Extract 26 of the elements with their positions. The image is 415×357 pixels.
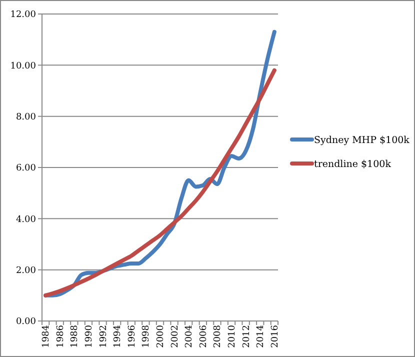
y-tick-label: 10.00 xyxy=(10,61,36,72)
x-tick-label: 2010 xyxy=(228,324,238,348)
x-tick-label: 2016 xyxy=(270,324,280,348)
x-tick-label: 2012 xyxy=(242,325,252,348)
y-tick-label: 6.00 xyxy=(16,164,36,174)
y-tick-label: 2.00 xyxy=(16,266,36,276)
y-tick-label: 12.00 xyxy=(10,10,36,20)
x-tick-label: 2002 xyxy=(170,325,180,348)
x-tick-label: 2014 xyxy=(256,324,266,348)
x-tick-label: 1994 xyxy=(113,324,124,348)
x-tick-label: 1992 xyxy=(98,325,109,348)
x-tick-label: 2006 xyxy=(198,324,209,348)
legend-label: trendline $100k xyxy=(314,158,392,170)
x-tick-label: 1986 xyxy=(56,324,66,348)
x-tick-label: 1998 xyxy=(142,324,152,348)
x-tick-label: 1988 xyxy=(70,324,80,348)
x-tick-label: 1984 xyxy=(42,324,52,348)
x-tick-label: 2004 xyxy=(184,324,195,348)
x-tick-label: 2008 xyxy=(213,324,224,348)
x-tick-label: 2000 xyxy=(156,324,166,348)
x-tick-label: 1996 xyxy=(127,324,138,348)
x-tick-label: 1990 xyxy=(84,324,94,348)
y-tick-label: 4.00 xyxy=(16,214,36,225)
y-tick-label: 8.00 xyxy=(16,112,36,122)
legend-label: Sydney MHP $100k xyxy=(314,134,410,146)
y-tick-label: 0.00 xyxy=(16,317,36,328)
